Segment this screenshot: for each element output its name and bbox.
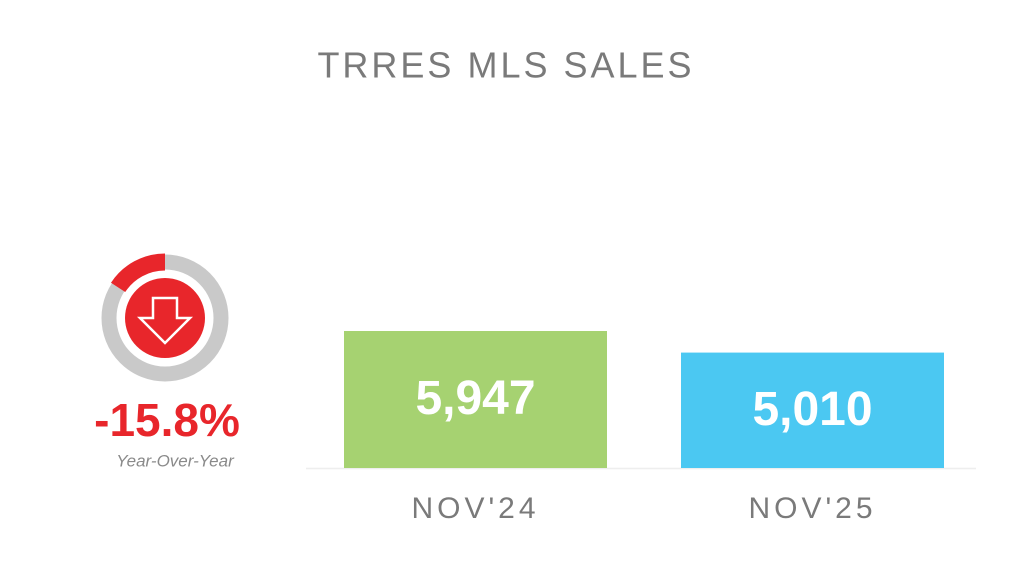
change-value: -15.8% <box>94 394 240 446</box>
bar <box>344 331 607 468</box>
category-label: NOV'24 <box>411 492 539 525</box>
bar <box>681 352 944 468</box>
category-label: NOV'25 <box>748 492 876 525</box>
donut-arc <box>110 253 166 293</box>
chart-title: TRRES MLS SALES <box>317 45 694 86</box>
change-caption: Year-Over-Year <box>116 451 235 470</box>
down-arrow-icon <box>136 296 194 345</box>
bar-value-label: 5,010 <box>752 383 872 436</box>
bar-value-label: 5,947 <box>415 372 535 425</box>
